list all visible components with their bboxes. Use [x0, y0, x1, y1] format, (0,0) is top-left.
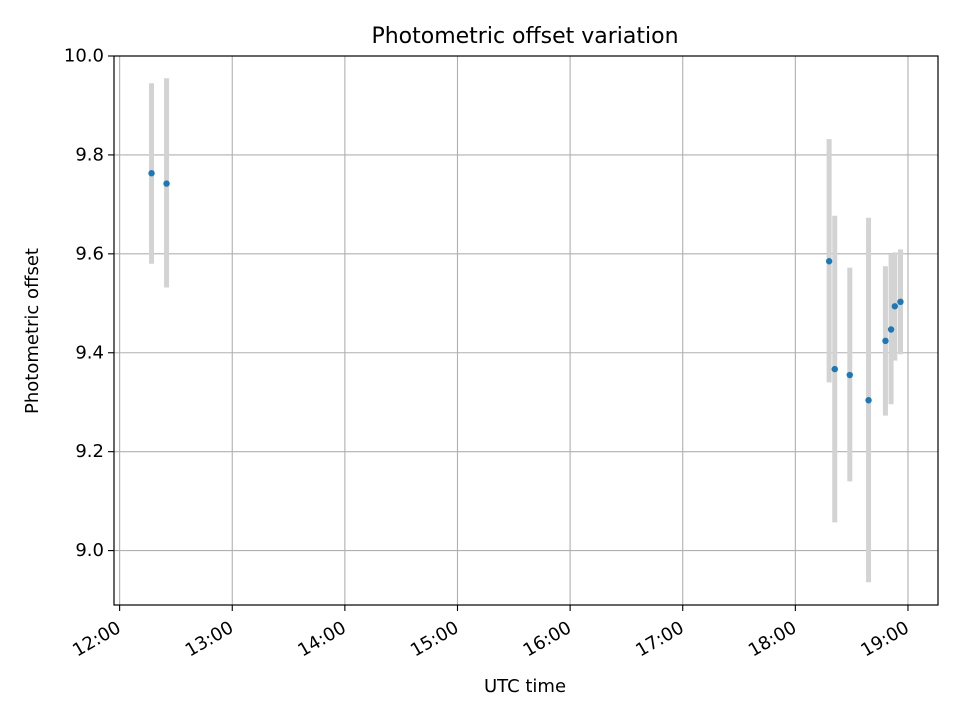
data-points — [148, 170, 904, 404]
data-point — [887, 326, 895, 333]
y-tick-label: 9.2 — [75, 441, 104, 462]
y-tick-label: 9.8 — [75, 144, 104, 165]
data-point — [831, 365, 838, 373]
y-axis-ticks: 9.0 9.2 9.4 9.6 9.8 10.0 — [64, 46, 114, 561]
data-point — [148, 170, 155, 177]
data-point — [897, 298, 904, 306]
data-point — [891, 303, 899, 310]
plot-frame — [113, 55, 939, 606]
y-tick-label: 10.0 — [64, 46, 104, 67]
chart-title: Photometric offset variation — [371, 24, 678, 49]
data-point — [882, 337, 889, 345]
y-axis-label: Photometric offset — [22, 248, 43, 414]
data-point — [865, 397, 872, 404]
data-point — [163, 180, 170, 187]
x-axis-label: UTC time — [484, 676, 566, 697]
y-tick-label: 9.0 — [75, 540, 104, 561]
data-point — [846, 371, 853, 379]
y-tick-label: 9.4 — [75, 342, 104, 363]
data-point — [825, 258, 833, 265]
y-tick-label: 9.6 — [75, 243, 104, 264]
